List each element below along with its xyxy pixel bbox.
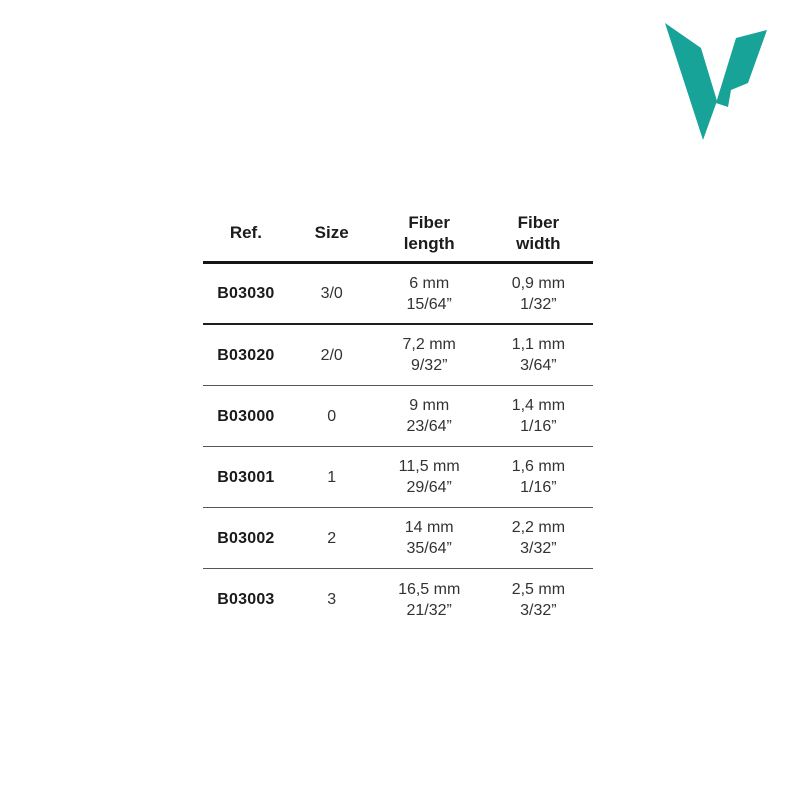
length-inch-value: 35/64” — [406, 540, 452, 557]
size-cell: 3 — [327, 591, 337, 608]
ref-cell: B03003 — [217, 591, 275, 608]
width-mm-value: 1,6 mm — [511, 458, 566, 475]
width-inch-value: 3/32” — [520, 540, 557, 557]
size-cell: 2/0 — [320, 346, 343, 364]
length-mm-value: 11,5 mm — [398, 458, 460, 475]
fiber-length-cell: 6 mm 15/64” — [375, 273, 484, 315]
width-inch-value: 1/16” — [520, 418, 557, 435]
header-ref: Ref. — [229, 223, 262, 242]
length-mm-value: 16,5 mm — [398, 580, 461, 598]
width-mm-value: 2,5 mm — [511, 580, 566, 598]
header-size: Size — [314, 223, 349, 242]
length-inch-value: 9/32” — [410, 357, 448, 374]
fiber-length-cell: 11,5 mm 29/64” — [375, 456, 484, 498]
length-inch-value: 23/64” — [406, 418, 452, 435]
table-row: B03030 3/0 6 mm 15/64” 0,9 mm 1/32” — [203, 264, 593, 325]
table-row: B03001 1 11,5 mm 29/64” 1,6 mm 1/16” — [203, 447, 593, 508]
fiber-width-cell: 2,2 mm 3/32” — [484, 517, 593, 559]
table-row: B03003 3 16,5 mm 21/32” 2,5 mm 3/32” — [203, 569, 593, 630]
length-inch-value: 21/32” — [406, 601, 452, 619]
width-mm-value: 1,4 mm — [511, 397, 566, 414]
width-inch-value: 3/32” — [520, 601, 557, 619]
ref-cell: B03000 — [217, 407, 275, 425]
fiber-width-cell: 0,9 mm 1/32” — [484, 273, 593, 315]
fiber-length-cell: 9 mm 23/64” — [375, 395, 484, 437]
length-mm-value: 7,2 mm — [402, 336, 456, 353]
ref-cell: B03020 — [217, 346, 275, 364]
size-cell: 2 — [327, 529, 337, 547]
table-row: B03002 2 14 mm 35/64” 2,2 mm 3/32” — [203, 508, 593, 569]
width-inch-value: 3/64” — [520, 357, 557, 374]
size-cell: 0 — [327, 407, 337, 425]
width-inch-value: 1/16” — [520, 479, 557, 496]
product-spec-table: Ref. Size Fiber length Fiber width B0303… — [203, 204, 593, 630]
length-inch-value: 29/64” — [406, 479, 452, 496]
table-row: B03000 0 9 mm 23/64” 1,4 mm 1/16” — [203, 386, 593, 447]
ref-cell: B03030 — [217, 285, 275, 302]
logo-right-stroke — [716, 30, 767, 107]
ref-cell: B03002 — [217, 529, 275, 547]
length-mm-value: 14 mm — [404, 519, 454, 536]
length-mm-value: 9 mm — [409, 397, 450, 414]
fiber-length-cell: 14 mm 35/64” — [375, 517, 484, 559]
fiber-width-cell: 1,6 mm 1/16” — [484, 456, 593, 498]
header-fiber-length: Fiber length — [403, 212, 455, 253]
fiber-width-cell: 1,1 mm 3/64” — [484, 334, 593, 376]
fiber-length-cell: 16,5 mm 21/32” — [375, 579, 484, 621]
header-fiber-width: Fiber width — [516, 212, 561, 253]
length-mm-value: 6 mm — [409, 274, 450, 292]
size-cell: 1 — [327, 468, 337, 486]
width-mm-value: 0,9 mm — [511, 274, 566, 292]
fiber-width-cell: 1,4 mm 1/16” — [484, 395, 593, 437]
ref-cell: B03001 — [217, 468, 275, 486]
table-header-row: Ref. Size Fiber length Fiber width — [203, 204, 593, 264]
width-mm-value: 1,1 mm — [511, 336, 566, 353]
width-mm-value: 2,2 mm — [511, 519, 566, 536]
fiber-length-cell: 7,2 mm 9/32” — [375, 334, 484, 376]
length-inch-value: 15/64” — [406, 295, 452, 313]
fiber-width-cell: 2,5 mm 3/32” — [484, 579, 593, 621]
teal-v-logo — [665, 23, 767, 140]
size-cell: 3/0 — [320, 285, 343, 302]
width-inch-value: 1/32” — [520, 295, 557, 313]
table-row: B03020 2/0 7,2 mm 9/32” 1,1 mm 3/64” — [203, 325, 593, 386]
logo-left-stroke — [665, 23, 717, 140]
